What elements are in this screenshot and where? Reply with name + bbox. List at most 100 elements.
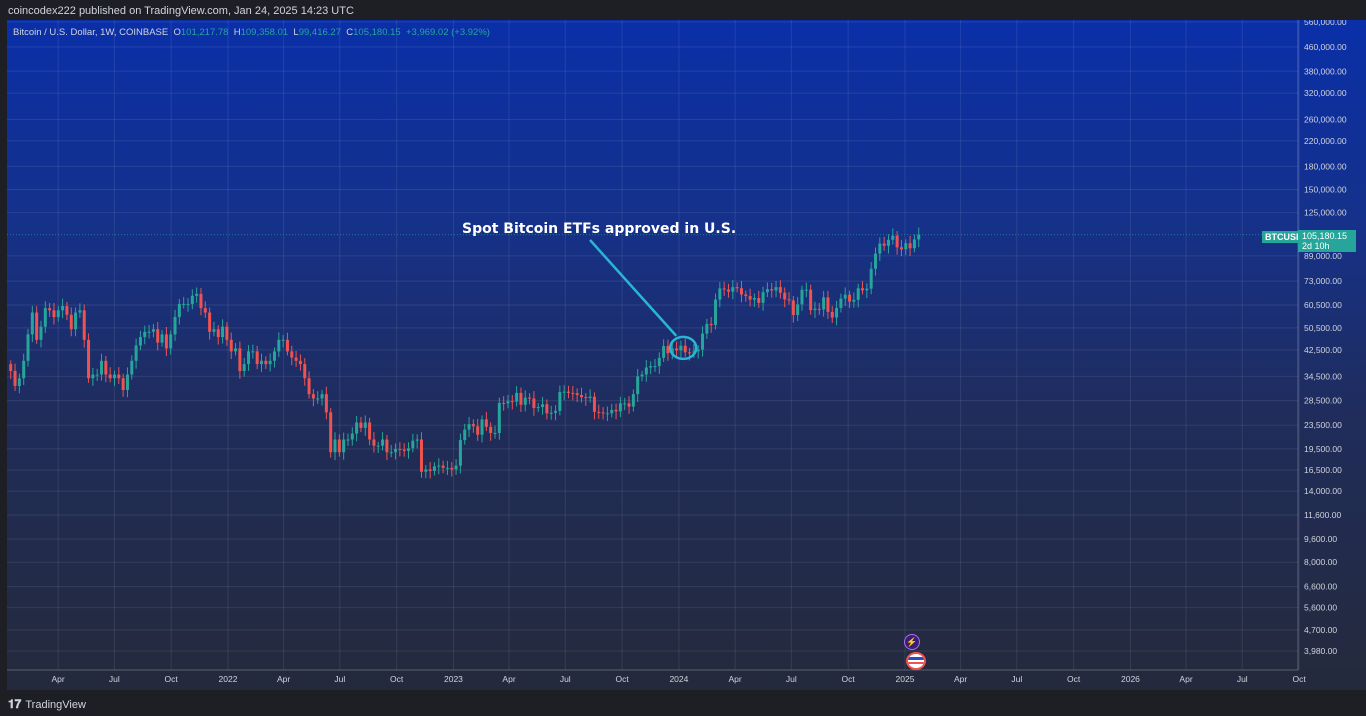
candle-body: [87, 339, 91, 379]
candle-body: [402, 449, 406, 451]
candle-body: [623, 403, 627, 405]
candle-body: [679, 345, 683, 351]
price-tick-label: 42,500.00: [1304, 345, 1342, 355]
candle-body: [476, 426, 480, 435]
candle-body: [519, 392, 523, 405]
high-value: 109,358.01: [240, 27, 289, 38]
candle-body: [796, 304, 800, 316]
price-tick-label: 5,600.00: [1304, 603, 1337, 613]
candle-body: [865, 288, 869, 291]
candle-body: [804, 289, 808, 291]
candle-body: [843, 294, 847, 299]
low-label: L: [293, 27, 299, 38]
candle-body: [121, 378, 125, 390]
candle-body: [592, 396, 596, 412]
candle-body: [536, 407, 540, 409]
price-tick-label: 380,000.00: [1304, 66, 1347, 76]
candle-body: [861, 288, 865, 291]
candle-body: [748, 296, 752, 300]
candle-body: [95, 374, 99, 376]
us-flag-event-icon[interactable]: [906, 652, 926, 670]
candle-body: [510, 401, 514, 403]
candle-body: [726, 289, 730, 292]
candle-body: [56, 310, 60, 318]
candle-body: [912, 239, 916, 249]
candle-body: [264, 360, 268, 365]
price-tick-label: 60,500.00: [1304, 300, 1342, 310]
brand-name: TradingView: [25, 698, 86, 711]
last-price-tag: 105,180.15 2d 10h: [1298, 230, 1356, 252]
chart-area[interactable]: 560,000.00 460,000.00 380,000.00 320,000.00…: [7, 20, 1366, 690]
candle-body: [316, 398, 320, 400]
candle-body: [389, 452, 393, 454]
price-tick-label: 34,500.00: [1304, 371, 1342, 381]
candle-body: [13, 370, 17, 386]
candle-body: [350, 433, 354, 440]
candle-body: [493, 433, 497, 435]
time-tick-label: 2022: [219, 674, 238, 684]
candle-body: [381, 439, 385, 446]
candle-body: [463, 429, 467, 441]
candle-body: [419, 439, 423, 472]
candle-body: [100, 360, 104, 375]
price-tick-label: 3,980.00: [1304, 646, 1337, 656]
time-tick-label: Oct: [842, 674, 856, 684]
time-tick-label: Jul: [560, 674, 571, 684]
candle-body: [886, 239, 890, 246]
candle-body: [765, 289, 769, 293]
candle-body: [164, 334, 168, 349]
time-tick-label: Apr: [1179, 674, 1192, 684]
candle-body: [311, 394, 315, 399]
candle-body: [74, 312, 78, 330]
annotation-circle: [668, 335, 698, 361]
candle-body: [791, 300, 795, 316]
candle-body: [398, 448, 402, 450]
candle-body: [134, 345, 138, 361]
price-tick-label: 23,500.00: [1304, 420, 1342, 430]
price-tick-label: 220,000.00: [1304, 136, 1347, 146]
candle-body: [229, 339, 233, 352]
price-tick-label: 9,600.00: [1304, 534, 1337, 544]
change-value: +3,969.02 (+3.92%): [405, 27, 490, 38]
candle-body: [337, 439, 341, 453]
close-value: 105,180.15: [353, 27, 401, 38]
candle-body: [908, 243, 912, 249]
candle-body: [774, 287, 778, 291]
candle-body: [342, 439, 346, 453]
candle-body: [65, 306, 69, 315]
candle-body: [247, 351, 251, 365]
annotation-text[interactable]: Spot Bitcoin ETFs approved in U.S.: [462, 221, 737, 237]
price-tick-label: 125,000.00: [1304, 208, 1347, 218]
candle-body: [454, 465, 458, 470]
candle-body: [437, 465, 441, 467]
candle-body: [752, 298, 756, 300]
publisher-line: coincodex222 published on TradingView.co…: [8, 5, 354, 17]
candle-body: [359, 422, 363, 428]
candle-body: [407, 448, 411, 451]
candlestick-chart[interactable]: 560,000.00 460,000.00 380,000.00 320,000.00…: [7, 20, 1366, 690]
candle-body: [597, 411, 601, 413]
candle-body: [817, 308, 821, 310]
candle-body: [554, 410, 558, 413]
price-tick-label: 14,000.00: [1304, 486, 1342, 496]
lightning-event-icon[interactable]: ⚡: [904, 634, 920, 650]
candle-body: [666, 346, 670, 354]
candle-body: [735, 287, 739, 289]
candle-body: [329, 412, 333, 453]
price-tick-label: 560,000.00: [1304, 20, 1347, 27]
candle-body: [705, 323, 709, 334]
candle-body: [260, 360, 264, 365]
candle-body: [610, 409, 614, 414]
candle-body: [272, 351, 276, 361]
candle-body: [268, 360, 272, 365]
candle-body: [649, 366, 653, 368]
candle-body: [117, 374, 121, 379]
candle-body: [61, 306, 65, 311]
candle-body: [826, 297, 830, 312]
price-tick-label: 11,600.00: [1304, 510, 1341, 520]
candle-body: [467, 424, 471, 430]
candle-body: [783, 292, 787, 300]
candle-body: [787, 299, 791, 301]
candle-body: [558, 392, 562, 411]
candle-body: [653, 366, 657, 368]
